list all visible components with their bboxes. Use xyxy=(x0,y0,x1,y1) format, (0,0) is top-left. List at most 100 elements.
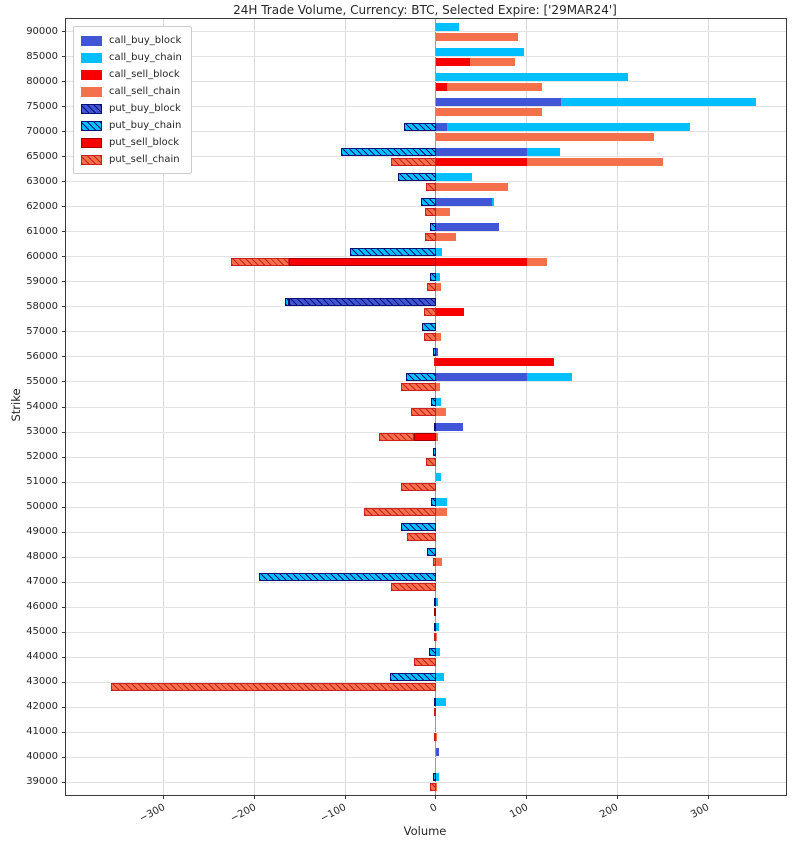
bar-put_sell_chain xyxy=(400,382,436,391)
bar-put_sell_chain xyxy=(410,408,436,416)
gridline-horizontal xyxy=(66,156,786,158)
y-tick-mark xyxy=(62,731,66,733)
bar-put_buy_chain xyxy=(428,648,436,657)
bar-put_sell_chain xyxy=(429,783,436,792)
bar-call_sell_chain xyxy=(435,207,450,216)
x-tick-mark xyxy=(707,795,709,799)
gridline-horizontal xyxy=(66,31,786,33)
bar-call_sell_chain xyxy=(526,257,547,266)
bar-call_buy_chain xyxy=(435,498,447,507)
bar-call_buy_chain xyxy=(435,72,629,81)
bar-put_sell_chain xyxy=(433,558,436,567)
bar-call_sell_chain xyxy=(435,107,543,116)
gridline-horizontal xyxy=(66,506,786,508)
y-tick-mark xyxy=(62,356,66,358)
y-tick-mark xyxy=(62,531,66,533)
gridline-horizontal xyxy=(66,456,786,458)
y-tick-mark xyxy=(62,506,66,508)
y-tick-label: 40000 xyxy=(26,751,58,763)
y-tick-mark xyxy=(62,481,66,483)
y-tick-label: 61000 xyxy=(26,225,58,237)
bar-put_buy_chain xyxy=(349,247,436,256)
bar-put_sell_chain xyxy=(434,357,437,366)
gridline-horizontal xyxy=(66,706,786,708)
bar-put_buy_chain xyxy=(422,322,436,331)
bar-put_buy_chain xyxy=(431,398,436,406)
bar-put_buy_chain xyxy=(285,297,290,306)
bar-put_sell_chain xyxy=(231,257,290,266)
gridline-horizontal xyxy=(66,206,786,208)
bar-call_sell_chain xyxy=(435,433,438,442)
bar-put_buy_chain xyxy=(400,523,436,532)
bar-put_sell_block xyxy=(434,608,437,617)
gridline-horizontal xyxy=(66,781,786,783)
gridline-horizontal xyxy=(66,356,786,358)
bar-put_buy_chain xyxy=(397,172,436,181)
bar-call_sell_chain xyxy=(435,733,438,742)
y-tick-label: 53000 xyxy=(26,426,58,438)
bar-call_sell_chain xyxy=(526,157,663,166)
bar-call_buy_chain xyxy=(446,122,690,131)
gridline-horizontal xyxy=(66,731,786,733)
y-tick-mark xyxy=(62,81,66,83)
x-tick-mark xyxy=(344,795,346,799)
bar-call_sell_chain xyxy=(435,182,508,191)
bar-call_sell_chain xyxy=(469,57,515,66)
gridline-horizontal xyxy=(66,281,786,283)
bar-call_sell_chain xyxy=(435,132,654,141)
bar-call_buy_chain xyxy=(435,698,446,707)
x-tick-mark xyxy=(254,795,256,799)
gridline-horizontal xyxy=(66,631,786,633)
bar-put_sell_block xyxy=(289,257,436,266)
y-tick-label: 48000 xyxy=(26,551,58,563)
bar-put_buy_chain xyxy=(430,498,436,507)
bar-put_sell_chain xyxy=(434,633,437,642)
y-tick-mark xyxy=(62,556,66,558)
gridline-horizontal xyxy=(66,556,786,558)
bar-call_sell_chain xyxy=(435,32,518,41)
gridline-horizontal xyxy=(66,81,786,83)
y-tick-mark xyxy=(62,231,66,233)
y-tick-mark xyxy=(62,281,66,283)
bar-call_sell_block xyxy=(435,157,527,166)
bar-call_sell_chain xyxy=(435,232,456,241)
bar-call_sell_chain xyxy=(446,82,543,91)
bar-call_buy_chain xyxy=(435,648,440,657)
bar-put_buy_block xyxy=(289,297,436,306)
legend-item: call_buy_chain xyxy=(81,49,182,66)
y-tick-mark xyxy=(62,681,66,683)
bar-call_buy_chain xyxy=(435,47,524,56)
legend-label: call_buy_block xyxy=(109,35,182,46)
y-tick-mark xyxy=(62,56,66,58)
y-tick-label: 75000 xyxy=(26,100,58,112)
y-tick-label: 39000 xyxy=(26,776,58,788)
bar-put_buy_chain xyxy=(433,773,436,782)
y-tick-label: 60000 xyxy=(26,250,58,262)
gridline-horizontal xyxy=(66,681,786,683)
y-tick-label: 63000 xyxy=(26,175,58,187)
bar-call_sell_chain xyxy=(435,332,441,341)
y-tick-label: 80000 xyxy=(26,75,58,87)
bar-put_buy_chain xyxy=(340,147,436,156)
bar-call_sell_chain xyxy=(435,382,440,391)
bar-call_buy_block xyxy=(435,97,562,106)
x-tick-mark xyxy=(616,795,618,799)
gridline-horizontal xyxy=(66,606,786,608)
bar-put_sell_chain xyxy=(426,458,436,467)
bar-call_buy_chain xyxy=(492,197,494,206)
y-tick-mark xyxy=(62,406,66,408)
y-tick-label: 42000 xyxy=(26,701,58,713)
bar-call_buy_chain xyxy=(435,673,445,682)
bar-put_buy_chain xyxy=(404,122,436,131)
legend-item: call_sell_block xyxy=(81,66,182,83)
y-tick-mark xyxy=(62,31,66,33)
bar-call_sell_block xyxy=(435,57,470,66)
bar-call_buy_chain xyxy=(435,473,441,482)
legend-swatch-put_sell_block xyxy=(81,137,102,148)
bar-call_sell_chain xyxy=(435,282,441,291)
legend-swatch-call_sell_chain xyxy=(81,86,102,97)
legend: call_buy_block call_buy_chain call_sell_bl… xyxy=(73,26,192,174)
legend-item: put_sell_chain xyxy=(81,151,182,168)
legend-label: call_sell_chain xyxy=(109,86,181,97)
bar-call_sell_block xyxy=(435,307,465,316)
